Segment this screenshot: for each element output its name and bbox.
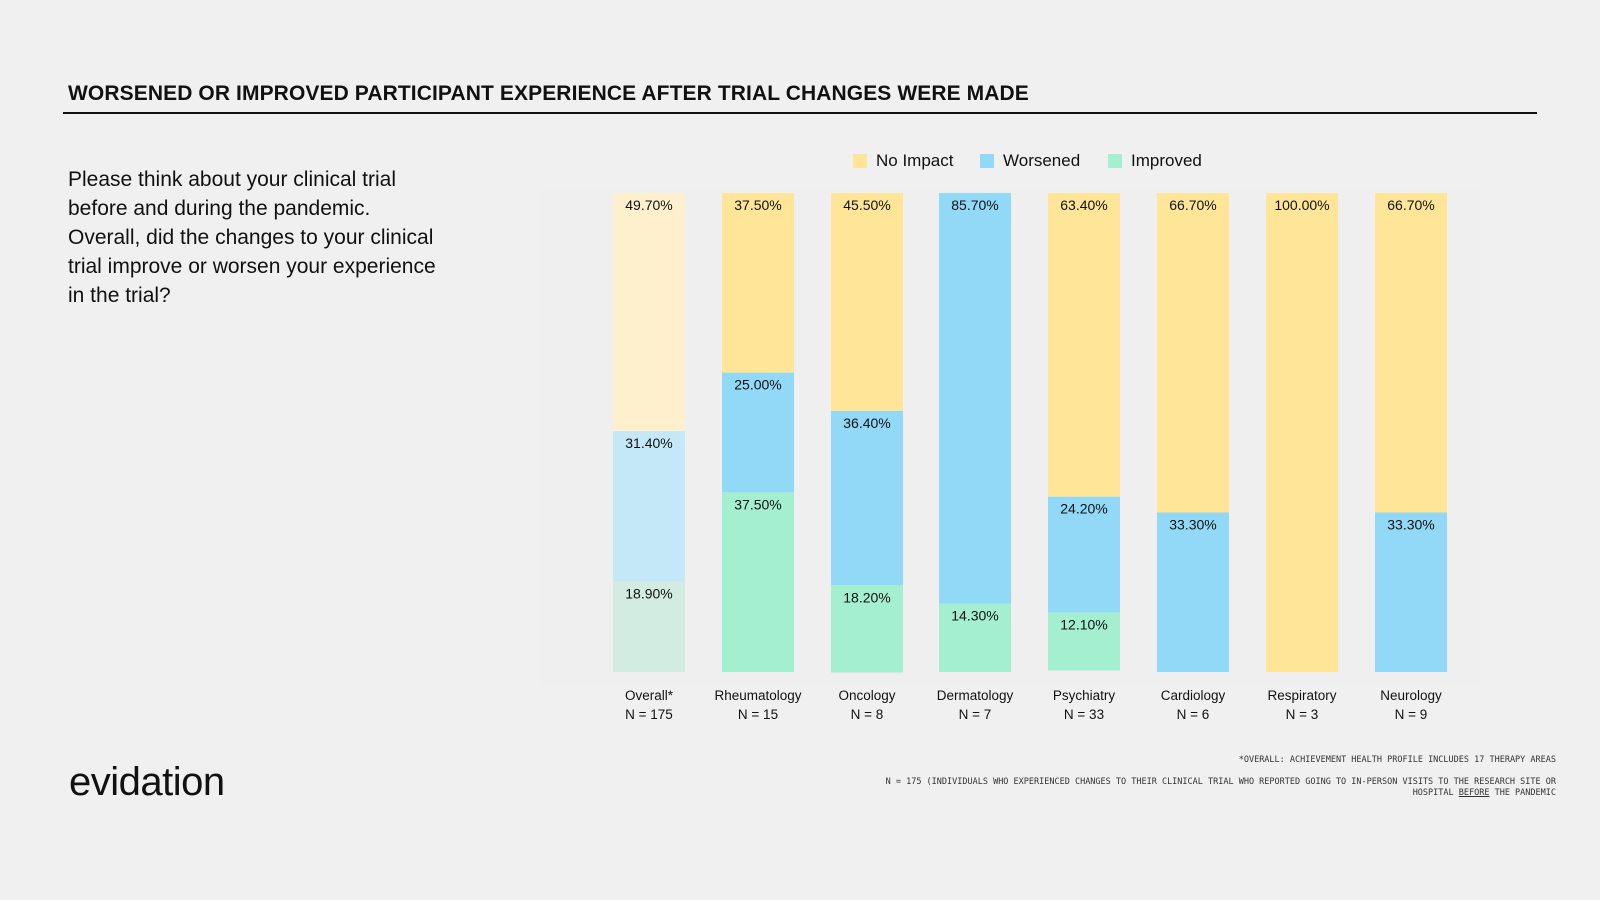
data-label: 12.10% bbox=[1060, 617, 1107, 633]
bar-segment-worsened bbox=[722, 372, 794, 493]
data-label: 24.20% bbox=[1060, 501, 1107, 517]
category-label: Respiratory bbox=[1267, 688, 1336, 703]
bar-segment-worsened bbox=[613, 431, 685, 582]
sample-size-label: N = 3 bbox=[1286, 707, 1319, 722]
bar-segment-worsened bbox=[831, 410, 903, 586]
evidation-logo: evidation bbox=[69, 760, 225, 804]
data-label: 33.30% bbox=[1169, 516, 1216, 532]
data-label: 100.00% bbox=[1274, 197, 1329, 213]
data-label: 31.40% bbox=[625, 435, 672, 451]
footnote-overall: *OVERALL: ACHIEVEMENT HEALTH PROFILE INC… bbox=[1238, 755, 1556, 765]
legend-swatch bbox=[853, 154, 867, 168]
footnotes: *OVERALL: ACHIEVEMENT HEALTH PROFILE INC… bbox=[856, 755, 1556, 799]
bar-segment-no-impact bbox=[1048, 193, 1120, 497]
bar-segment-improved bbox=[831, 585, 903, 673]
bar-segment-improved bbox=[1048, 612, 1120, 671]
bar-oncology: 45.50% 36.40% 18.20% bbox=[831, 193, 903, 673]
legend-label: Improved bbox=[1131, 151, 1202, 170]
category-label: Cardiology bbox=[1161, 688, 1226, 703]
data-label: 66.70% bbox=[1387, 197, 1434, 213]
category-label: Oncology bbox=[838, 688, 895, 703]
sample-size-label: N = 33 bbox=[1064, 707, 1104, 722]
bar-segment-no-impact bbox=[1266, 193, 1338, 672]
data-label: 33.30% bbox=[1387, 516, 1434, 532]
sample-size-label: N = 175 bbox=[625, 707, 673, 722]
bar-respiratory: 100.00% bbox=[1266, 193, 1338, 672]
bar-neurology: 66.70% 33.30% bbox=[1375, 193, 1447, 672]
data-label: 25.00% bbox=[734, 377, 781, 393]
bar-segment-worsened bbox=[1048, 496, 1120, 613]
bar-cardiology: 66.70% 33.30% bbox=[1157, 193, 1229, 672]
category-label: Dermatology bbox=[937, 688, 1014, 703]
bar-segment-worsened bbox=[1157, 512, 1229, 672]
data-label: 36.40% bbox=[843, 415, 890, 431]
data-label: 66.70% bbox=[1169, 197, 1216, 213]
data-label: 18.90% bbox=[625, 585, 672, 601]
data-label: 37.50% bbox=[734, 197, 781, 213]
bar-segment-worsened bbox=[1375, 512, 1447, 672]
category-label: Psychiatry bbox=[1053, 688, 1116, 703]
bar-segment-improved bbox=[613, 581, 685, 672]
data-label: 49.70% bbox=[625, 197, 672, 213]
data-label: 85.70% bbox=[951, 197, 998, 213]
bar-segment-improved bbox=[939, 603, 1011, 672]
sample-size-label: N = 8 bbox=[851, 707, 884, 722]
footnote-sample: N = 175 (INDIVIDUALS WHO EXPERIENCED CHA… bbox=[856, 777, 1556, 799]
sample-size-label: N = 7 bbox=[959, 707, 992, 722]
legend-label: Worsened bbox=[1003, 151, 1080, 170]
sample-size-label: N = 9 bbox=[1395, 707, 1428, 722]
chart-title: WORSENED OR IMPROVED PARTICIPANT EXPERIE… bbox=[68, 82, 1029, 105]
footnote-sample-text: N = 175 (INDIVIDUALS WHO EXPERIENCED CHA… bbox=[885, 777, 1556, 798]
bar-segment-no-impact bbox=[722, 193, 794, 373]
bar-segment-no-impact bbox=[1375, 193, 1447, 513]
data-label: 37.50% bbox=[734, 496, 781, 512]
legend-item-worsened: Worsened bbox=[980, 151, 1080, 170]
bar-segment-worsened bbox=[939, 193, 1011, 604]
footnote-sample-emphasis: BEFORE bbox=[1458, 788, 1490, 798]
bar-overall: 49.70% 31.40% 18.90% bbox=[613, 193, 685, 672]
title-divider bbox=[63, 112, 1537, 114]
stacked-bar-chart: No Impact Worsened Improved 49.70% 31.40% 18.… bbox=[540, 151, 1480, 722]
data-label: 18.20% bbox=[843, 589, 890, 605]
category-label: Rheumatology bbox=[714, 688, 801, 703]
legend-swatch bbox=[980, 154, 994, 168]
legend-label: No Impact bbox=[876, 151, 954, 170]
category-label: Overall* bbox=[625, 688, 674, 703]
data-label: 14.30% bbox=[951, 608, 998, 624]
legend-swatch bbox=[1108, 154, 1122, 168]
footnote-sample-end: THE PANDEMIC bbox=[1489, 788, 1556, 798]
sample-size-label: N = 15 bbox=[738, 707, 778, 722]
bar-segment-improved bbox=[722, 492, 794, 672]
bar-rheumatology: 37.50% 25.00% 37.50% bbox=[722, 193, 794, 672]
bar-segment-no-impact bbox=[831, 193, 903, 411]
bar-segment-no-impact bbox=[1157, 193, 1229, 513]
data-label: 45.50% bbox=[843, 197, 890, 213]
bar-psychiatry: 63.40% 24.20% 12.10% bbox=[1048, 193, 1120, 671]
sample-size-label: N = 6 bbox=[1177, 707, 1210, 722]
legend-item-no-impact: No Impact bbox=[853, 151, 954, 170]
legend-item-improved: Improved bbox=[1108, 151, 1202, 170]
data-label: 63.40% bbox=[1060, 197, 1107, 213]
bar-segment-no-impact bbox=[613, 193, 685, 432]
category-label: Neurology bbox=[1380, 688, 1442, 703]
bar-dermatology: 85.70% 14.30% bbox=[939, 193, 1011, 672]
survey-question: Please think about your clinical trial b… bbox=[68, 168, 436, 307]
